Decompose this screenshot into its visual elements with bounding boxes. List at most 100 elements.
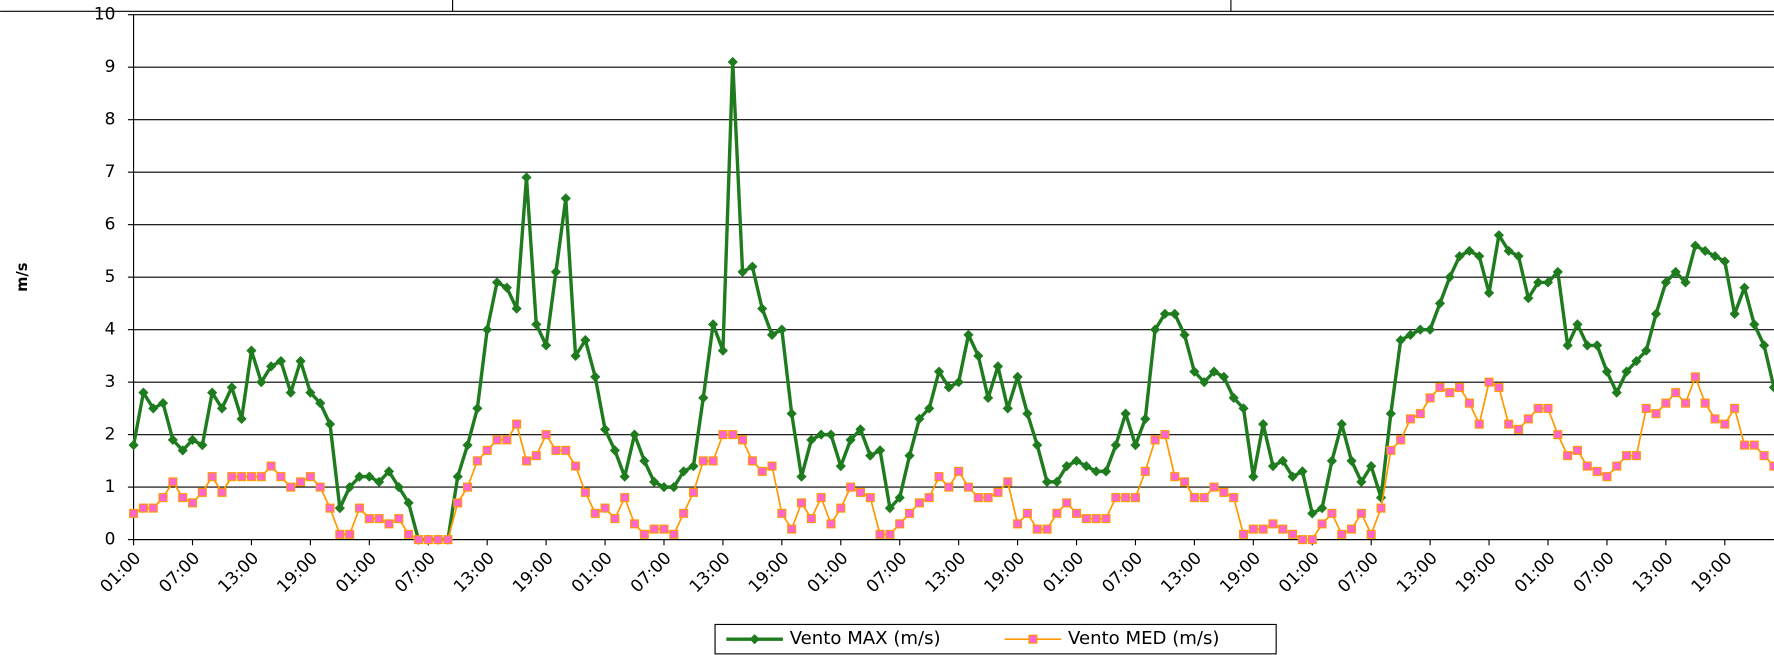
data-point — [1661, 398, 1671, 408]
data-point — [256, 472, 266, 482]
data-point — [501, 282, 512, 293]
data-point — [237, 472, 247, 482]
x-tick-label: 19:00 — [508, 548, 557, 597]
data-point — [747, 456, 757, 466]
data-point — [609, 445, 620, 456]
data-point — [865, 493, 875, 503]
data-point — [1405, 414, 1416, 424]
data-point — [1199, 377, 1210, 388]
data-point — [1307, 508, 1318, 519]
data-point — [1405, 329, 1416, 340]
data-point — [148, 403, 159, 414]
data-point — [1022, 408, 1033, 419]
data-point — [1455, 382, 1465, 392]
data-point — [1601, 366, 1613, 377]
x-tick-label: 01:00 — [567, 548, 616, 597]
data-point — [1278, 524, 1288, 534]
data-point — [619, 471, 630, 482]
data-point — [1120, 408, 1131, 419]
data-point — [383, 466, 395, 477]
data-point — [491, 277, 503, 288]
data-point — [1219, 487, 1229, 497]
data-point — [1042, 524, 1052, 534]
data-point — [1337, 529, 1347, 539]
data-point — [1130, 493, 1140, 503]
data-point — [1709, 251, 1721, 262]
data-point — [963, 329, 974, 340]
data-point — [1297, 466, 1308, 477]
x-tick-label: 07:00 — [155, 548, 204, 597]
legend-label: Vento MED (m/s) — [1068, 628, 1219, 649]
data-point — [590, 508, 600, 518]
data-point — [727, 56, 738, 68]
data-point — [1268, 519, 1278, 529]
data-point — [1317, 519, 1327, 529]
data-point — [178, 493, 188, 503]
data-point — [1180, 477, 1190, 487]
data-point — [1041, 476, 1053, 487]
data-point — [757, 303, 768, 314]
data-point — [1660, 277, 1671, 288]
data-point — [649, 524, 659, 534]
data-point — [1514, 424, 1524, 434]
data-point — [1022, 508, 1032, 518]
x-tick-label: 01:00 — [1510, 548, 1559, 597]
data-point — [1749, 319, 1760, 330]
data-point — [1326, 455, 1337, 466]
data-point — [177, 445, 188, 456]
data-point — [914, 498, 924, 508]
data-point — [1110, 440, 1121, 451]
data-point — [246, 345, 257, 356]
data-point — [197, 440, 208, 451]
data-point — [187, 498, 198, 508]
data-point — [1208, 366, 1220, 377]
data-point — [1562, 340, 1573, 351]
data-point — [1513, 251, 1524, 262]
x-tick-label: 19:00 — [980, 548, 1029, 597]
data-point — [992, 361, 1004, 372]
data-point — [1474, 419, 1484, 429]
data-point — [717, 345, 729, 356]
series — [129, 372, 1774, 545]
data-point — [521, 172, 532, 183]
data-point — [1483, 287, 1495, 298]
data-point — [599, 424, 611, 435]
data-point — [1277, 455, 1288, 466]
data-point — [1003, 477, 1013, 487]
data-point — [688, 461, 699, 472]
data-point — [305, 472, 315, 482]
data-point — [1199, 493, 1209, 503]
data-point — [551, 445, 561, 455]
x-tick-label: 19:00 — [1687, 548, 1736, 597]
data-point — [639, 529, 649, 539]
y-tick-label: 6 — [105, 214, 116, 234]
legend-marker — [749, 634, 760, 645]
x-tick-label: 19:00 — [744, 548, 793, 597]
data-point — [168, 477, 178, 487]
data-point — [1611, 387, 1622, 398]
data-point — [413, 535, 423, 545]
data-point — [1356, 508, 1366, 518]
data-point — [855, 487, 865, 497]
data-point — [816, 493, 826, 503]
data-point — [394, 514, 404, 524]
data-point — [590, 371, 601, 382]
data-point — [158, 493, 168, 503]
data-point — [560, 193, 571, 204]
data-point — [285, 387, 296, 398]
data-point — [934, 472, 944, 482]
data-point — [266, 361, 277, 372]
data-point — [286, 482, 296, 492]
data-point — [963, 482, 974, 492]
data-point — [502, 435, 512, 445]
table-fragment — [0, 0, 1774, 12]
data-point — [482, 324, 493, 335]
data-point — [187, 434, 198, 445]
data-point — [1140, 466, 1150, 476]
data-point — [472, 456, 482, 466]
data-point — [620, 493, 630, 503]
data-point — [1169, 308, 1180, 319]
data-point — [836, 503, 846, 513]
data-point — [1434, 298, 1446, 309]
